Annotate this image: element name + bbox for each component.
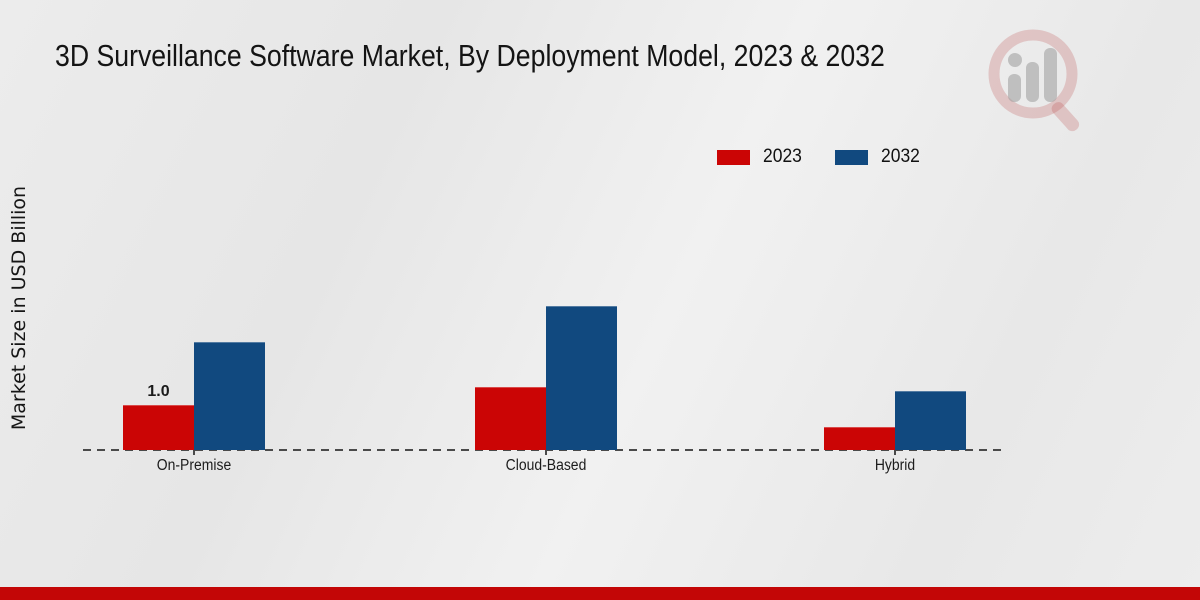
legend-label-2023: 2023 bbox=[763, 146, 802, 167]
x-axis-tick bbox=[894, 450, 896, 455]
bar-2023-cloud-based bbox=[475, 387, 546, 450]
chart-title: 3D Surveillance Software Market, By Depl… bbox=[55, 38, 885, 73]
legend: 2023 2032 bbox=[717, 146, 924, 168]
bar-2032-hybrid bbox=[895, 391, 966, 450]
x-axis-category-label: On-Premise bbox=[156, 457, 232, 474]
bar-2032-on-premise bbox=[194, 342, 265, 450]
bar-value-label: 1.0 bbox=[147, 383, 170, 400]
legend-label-2032: 2032 bbox=[881, 146, 921, 167]
legend-swatch-2023-icon bbox=[717, 149, 750, 165]
legend-item-2023: 2023 bbox=[717, 146, 805, 168]
x-axis-category-label: Hybrid bbox=[874, 457, 916, 474]
footer-accent-bar bbox=[0, 587, 1200, 600]
x-axis-tick bbox=[193, 450, 195, 455]
legend-item-2032: 2032 bbox=[835, 146, 923, 168]
bar-2023-on-premise bbox=[123, 405, 194, 450]
magnifier-bar-chart-logo-icon bbox=[988, 29, 1080, 132]
bar-2032-cloud-based bbox=[546, 306, 617, 450]
legend-swatch-2032-icon bbox=[835, 149, 869, 165]
x-axis-category-label: Cloud-Based bbox=[505, 457, 587, 474]
x-axis-tick bbox=[545, 450, 547, 455]
bar-2023-hybrid bbox=[824, 427, 895, 450]
